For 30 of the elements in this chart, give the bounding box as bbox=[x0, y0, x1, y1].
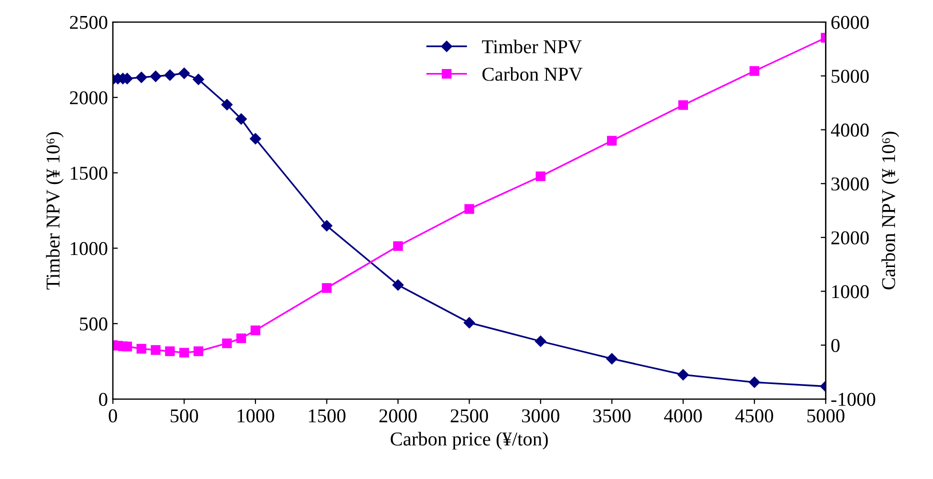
y2-axis-title: Carbon NPV (¥ 10⁶) bbox=[881, 132, 900, 290]
y2-tick-label: 1000 bbox=[832, 285, 869, 298]
y2-tick-label: 5000 bbox=[832, 70, 869, 83]
y2-tick-label: 6000 bbox=[831, 16, 869, 29]
y-tick-label: 2500 bbox=[70, 16, 108, 29]
x-tick-label: 4500 bbox=[735, 409, 774, 422]
x-tick-label: 4000 bbox=[664, 409, 702, 422]
y2-tick-label: 0 bbox=[831, 338, 840, 352]
x-tick-label: 1500 bbox=[309, 409, 346, 422]
x-tick-label: 0 bbox=[108, 409, 118, 422]
x-tick-label: 3500 bbox=[593, 409, 631, 422]
y2-tick-label: 2000 bbox=[831, 231, 869, 244]
y-tick-label: 1500 bbox=[70, 166, 108, 180]
x-tick-label: 1000 bbox=[238, 409, 274, 422]
x-tick-label: 500 bbox=[170, 409, 198, 422]
y-axis-title: Timber NPV (¥ 10⁶) bbox=[46, 132, 64, 290]
y-tick-label: 1000 bbox=[70, 242, 108, 256]
x-tick-label: 2000 bbox=[379, 409, 417, 422]
x-tick-label: 3000 bbox=[522, 409, 560, 422]
y2-tick-label: 3000 bbox=[831, 177, 869, 191]
y-tick-label: 2000 bbox=[70, 91, 108, 104]
legend-label: Carbon NPV bbox=[482, 67, 582, 81]
legend-label: Timber NPV bbox=[482, 40, 582, 54]
x-tick-label: 5000 bbox=[807, 409, 844, 422]
y-tick-label: 0 bbox=[99, 392, 108, 406]
y2-tick-label: -1000 bbox=[831, 392, 876, 406]
y2-tick-label: 4000 bbox=[830, 124, 869, 137]
x-tick-label: 2500 bbox=[450, 409, 488, 422]
y-tick-label: 500 bbox=[80, 317, 108, 331]
x-axis-title: Carbon price (¥/ton) bbox=[390, 432, 548, 450]
